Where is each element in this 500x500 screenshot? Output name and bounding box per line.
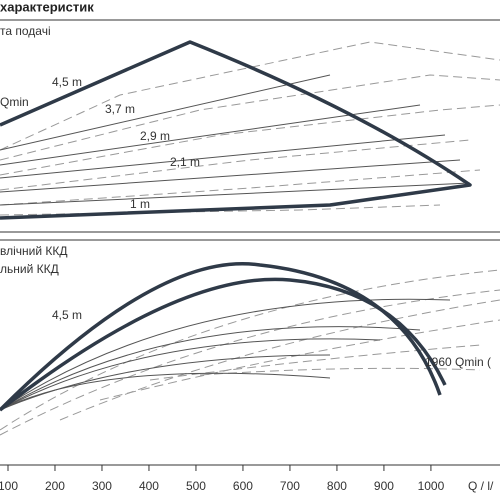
bottom-curves (0, 262, 500, 436)
x-tick-label: 1000 (418, 479, 445, 493)
x-tick-label: 700 (280, 479, 300, 493)
annotation: 3,7 m (105, 102, 135, 116)
annotation: 1960 Qmin ( (425, 355, 491, 369)
annotation: 2,9 m (140, 129, 170, 143)
panel-label: та подачі (0, 24, 51, 38)
top-curves (0, 40, 500, 220)
annotation: 2,1 m (170, 155, 200, 169)
x-tick-label: 400 (139, 479, 159, 493)
x-tick-label: 200 (45, 479, 65, 493)
annotation: 4,5 m (52, 308, 82, 322)
annotation: Qmin (0, 95, 29, 109)
x-axis-label: Q / l/ (468, 479, 494, 493)
x-tick-label: 500 (186, 479, 206, 493)
annotation: 4,5 m (52, 75, 82, 89)
panel-label: льний ККД (0, 262, 59, 276)
chart-title: характеристик (0, 0, 94, 14)
panel-label: влічний ККД (0, 244, 68, 258)
x-tick-label: 800 (327, 479, 347, 493)
annotation: 1 m (130, 197, 150, 211)
x-tick-label: 900 (374, 479, 394, 493)
x-tick-label: 300 (92, 479, 112, 493)
x-tick-label: 100 (0, 479, 18, 493)
x-tick-label: 600 (233, 479, 253, 493)
